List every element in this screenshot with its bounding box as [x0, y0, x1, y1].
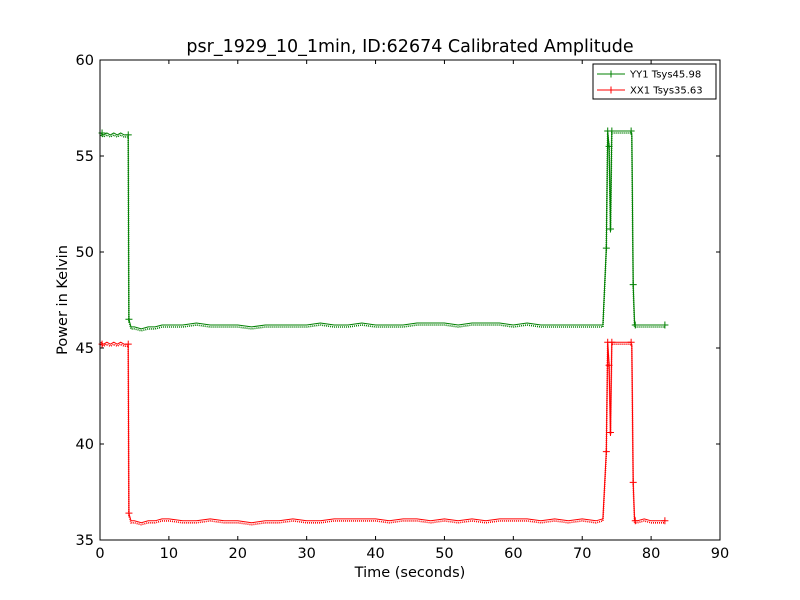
x-tick-label: 20 — [229, 546, 247, 562]
series-layer — [98, 127, 669, 526]
series-point-xx1 — [627, 338, 635, 346]
series-point-xx1 — [631, 517, 639, 525]
y-tick-label: 55 — [76, 149, 94, 165]
series-point-xx1 — [124, 340, 132, 348]
series-point-yy1 — [124, 131, 132, 139]
series-point-yy1 — [661, 321, 669, 329]
series-point-yy1 — [627, 127, 635, 135]
x-tick-label: 60 — [504, 546, 522, 562]
chart-title: psr_1929_10_1min, ID:62674 Calibrated Am… — [186, 37, 633, 57]
legend: YY1 Tsys45.98 XX1 Tsys35.63 — [592, 63, 717, 100]
legend-entry-yy1: YY1 Tsys45.98 — [597, 70, 701, 81]
series-point-xx1 — [629, 478, 637, 486]
legend-box — [592, 63, 717, 100]
x-tick-label: 0 — [95, 546, 104, 562]
y-tick-label: 40 — [76, 437, 94, 453]
x-tick-label: 40 — [366, 546, 384, 562]
series-point-xx1 — [606, 428, 614, 436]
y-axis-label: Power in Kelvin — [55, 245, 71, 355]
series-point-yy1 — [608, 127, 616, 135]
series-line-xx1 — [100, 341, 665, 524]
x-tick-label: 80 — [642, 546, 660, 562]
series-point-yy1 — [631, 321, 639, 329]
series-point-xx1 — [602, 448, 610, 456]
series-noise-band-yy1 — [100, 132, 665, 332]
legend-marker-yy1 — [607, 70, 615, 78]
series-point-yy1 — [605, 142, 613, 150]
y-tick-label: 60 — [76, 53, 94, 69]
legend-label-xx1: XX1 Tsys35.63 — [630, 86, 703, 97]
y-tick-label: 35 — [76, 533, 94, 549]
x-tick-label: 10 — [160, 546, 178, 562]
x-tick-label: 90 — [711, 546, 729, 562]
x-tick-label: 50 — [435, 546, 453, 562]
legend-label-yy1: YY1 Tsys45.98 — [629, 70, 701, 81]
x-tick-label: 70 — [573, 546, 591, 562]
series-noise-band-xx1 — [100, 343, 665, 526]
y-tick-label: 50 — [76, 245, 94, 261]
y-tick-label: 45 — [76, 341, 94, 357]
series-point-yy1 — [629, 281, 637, 289]
x-tick-label: 30 — [297, 546, 315, 562]
series-point-xx1 — [125, 509, 133, 517]
ticks-layer: 0 10 20 30 40 50 60 70 80 90 35 40 45 50 55 60 — [76, 53, 730, 562]
series-point-yy1 — [606, 225, 614, 233]
x-axis-label: Time (seconds) — [354, 565, 466, 581]
legend-marker-xx1 — [607, 86, 615, 94]
series-line-yy1 — [100, 130, 665, 330]
legend-entry-xx1: XX1 Tsys35.63 — [597, 86, 703, 97]
series-point-xx1 — [608, 338, 616, 346]
plot-frame — [99, 59, 721, 541]
series-point-yy1 — [125, 315, 133, 323]
series-point-xx1 — [661, 517, 669, 525]
series-point-yy1 — [602, 244, 610, 252]
series-point-xx1 — [605, 361, 613, 369]
